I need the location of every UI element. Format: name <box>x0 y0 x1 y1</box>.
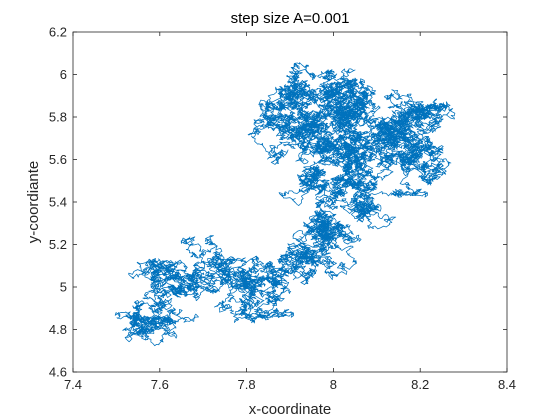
y-tick-label: 6 <box>60 67 67 82</box>
series-line-0 <box>114 62 456 347</box>
y-tick-label: 4.8 <box>49 322 67 337</box>
y-tick-label: 5.2 <box>49 237 67 252</box>
chart-title: step size A=0.001 <box>231 10 350 27</box>
x-tick-label: 7.8 <box>238 377 256 392</box>
y-axis-label: y-coordiante <box>25 161 42 244</box>
y-tick-label: 4.6 <box>49 365 67 380</box>
x-tick-label: 8.2 <box>411 377 429 392</box>
x-tick-label: 7.6 <box>151 377 169 392</box>
y-tick-label: 5 <box>60 280 67 295</box>
x-tick-label: 8.4 <box>498 377 516 392</box>
y-tick-label: 6.2 <box>49 25 67 40</box>
y-tick-label: 5.8 <box>49 110 67 125</box>
axis-ticks: 7.4 7.6 7.8 8 8.2 8.4 4.6 4.8 5 5.2 5.4 5.6 5.8 6 6.2 <box>49 25 516 393</box>
x-tick-label: 7.4 <box>64 377 82 392</box>
y-tick-label: 5.6 <box>49 152 67 167</box>
x-tick-label: 8 <box>330 377 337 392</box>
x-axis-label: x-coordinate <box>249 401 332 418</box>
y-tick-label: 5.4 <box>49 195 67 210</box>
random-walk-series <box>114 62 456 347</box>
